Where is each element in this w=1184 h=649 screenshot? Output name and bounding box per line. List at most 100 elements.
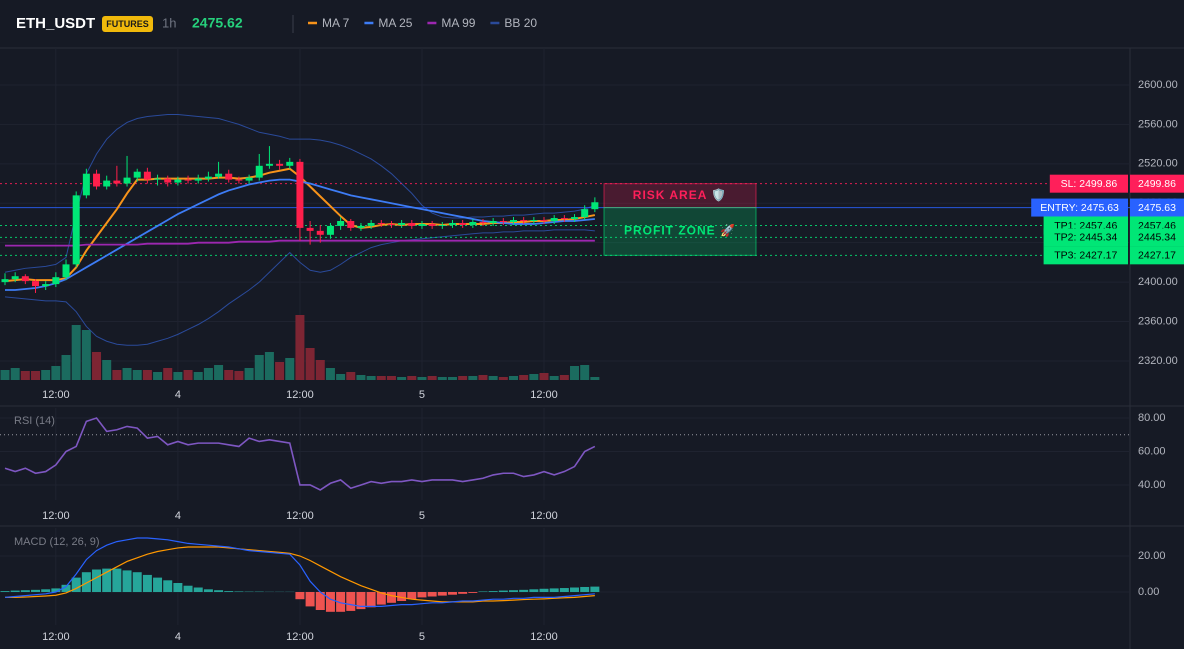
price-tag-bg: [1130, 246, 1184, 265]
badge-bg: [102, 16, 153, 32]
volume-bar: [102, 360, 112, 380]
level-label-bg: [1031, 198, 1128, 217]
volume-bar: [509, 376, 518, 380]
candle-body: [560, 218, 568, 220]
histogram-bar: [437, 592, 447, 596]
candle-body: [337, 220, 345, 226]
x-tick-label: 12:00: [286, 510, 314, 522]
price-tag: 2499.86: [1138, 178, 1176, 190]
candle-body: [550, 218, 558, 221]
histogram-bar: [549, 588, 559, 593]
candle-body: [194, 178, 202, 181]
volume-bar: [254, 355, 264, 380]
badge: FUTURES: [106, 19, 149, 29]
candle-body: [448, 222, 456, 225]
candle-body: [581, 209, 589, 218]
volume-bar: [570, 366, 580, 380]
volume-bar: [397, 377, 407, 380]
x-tick-label: 5: [419, 389, 425, 401]
volume-bar: [183, 370, 193, 380]
volume-bar: [71, 325, 81, 380]
x-tick-label: 12:00: [286, 389, 314, 401]
candle-body: [72, 195, 80, 265]
rsi-line: [4, 417, 596, 491]
volume-bar: [275, 362, 285, 380]
histogram-bar: [234, 591, 244, 593]
volume-bar: [214, 365, 224, 380]
x-tick-label: 4: [175, 631, 181, 643]
histogram-bar: [112, 568, 122, 593]
candle-body: [62, 264, 70, 278]
volume-bar: [529, 374, 539, 380]
histogram-bar: [427, 592, 437, 597]
histogram-bar: [539, 588, 549, 593]
candle-body: [164, 178, 172, 183]
histogram-bar: [20, 590, 30, 593]
candle-body: [123, 177, 131, 184]
x-tick-label: 12:00: [42, 631, 70, 643]
price-tag-bg: [1130, 174, 1184, 193]
volume-bar: [437, 377, 447, 380]
price-tag: 2445.34: [1138, 232, 1176, 244]
volume-bar: [51, 366, 61, 380]
histogram-bar: [590, 586, 600, 593]
volume-bar: [325, 368, 335, 380]
signal-line: [5, 546, 595, 603]
histogram-bar: [559, 588, 569, 593]
candle-body: [418, 223, 426, 226]
level-label-bg: [1043, 246, 1128, 265]
y-tick-label: 2400.00: [1138, 276, 1178, 288]
bb-upper: [4, 114, 596, 273]
candle-body: [113, 180, 121, 184]
volume-bar: [20, 371, 30, 380]
volume-bar: [447, 377, 457, 380]
level-label: SL: 2499.86: [1061, 178, 1118, 190]
candle-body: [32, 281, 40, 287]
histogram-bar: [407, 592, 417, 600]
histogram-bar: [122, 570, 132, 593]
histogram-bar: [132, 572, 142, 593]
level-label-bg: [1049, 174, 1128, 193]
histogram-bar: [61, 584, 71, 593]
candle-body: [591, 202, 599, 210]
candle-body: [204, 176, 212, 179]
y-tick-label: 60.00: [1138, 445, 1166, 457]
x-tick-label: 5: [419, 510, 425, 522]
histogram-bar: [386, 592, 396, 603]
histogram-bar: [376, 592, 386, 605]
histogram-bar: [71, 577, 81, 593]
bb-lower: [4, 229, 595, 346]
volume-bar: [285, 358, 295, 380]
level-label-bg: [1043, 228, 1128, 247]
histogram-bar: [81, 572, 91, 593]
histogram-bar: [468, 592, 478, 593]
histogram-bar: [163, 580, 173, 593]
candle-body: [367, 222, 375, 226]
volume-bar: [173, 372, 183, 380]
volume-bar: [590, 377, 600, 380]
candle-body: [103, 180, 111, 187]
x-tick-label: 12:00: [42, 389, 70, 401]
candle-body: [530, 220, 538, 222]
volume-bar: [31, 371, 41, 380]
candle-body: [357, 225, 365, 228]
histogram-bar: [224, 591, 234, 593]
volume-bar: [356, 375, 366, 380]
candle-body: [154, 178, 162, 180]
x-tick-label: 12:00: [530, 510, 558, 522]
interval: 1h: [162, 15, 176, 30]
histogram-bar: [417, 592, 427, 598]
zone-label: PROFIT ZONE 🚀: [624, 224, 736, 238]
x-tick-label: 12:00: [42, 510, 70, 522]
candle-body: [133, 171, 141, 178]
histogram-bar: [31, 589, 41, 593]
volume-bar: [417, 377, 427, 380]
candle-body: [408, 222, 416, 226]
y-tick-label: 2320.00: [1138, 355, 1178, 367]
volume-bar: [224, 370, 234, 380]
volume-bar: [41, 370, 51, 380]
histogram-bar: [509, 590, 518, 593]
y-tick-label: 80.00: [1138, 412, 1166, 424]
volume-bar: [163, 368, 173, 380]
